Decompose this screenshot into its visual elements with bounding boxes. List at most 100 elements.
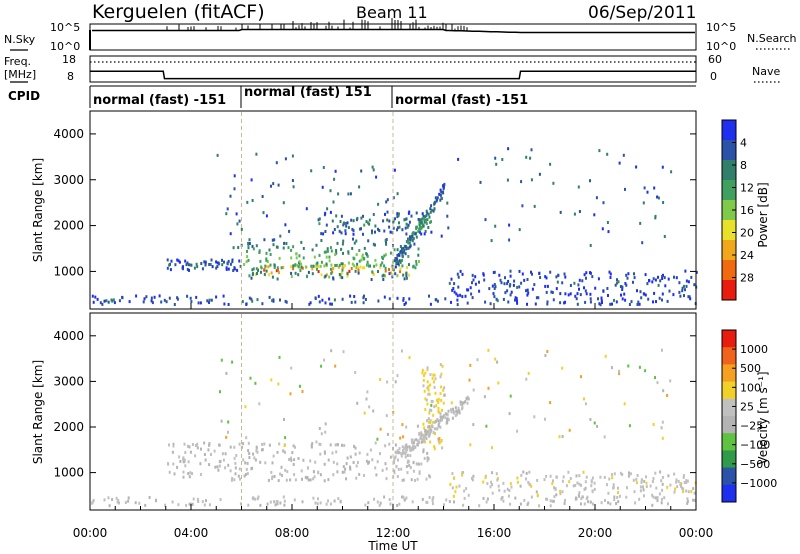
velocity-cell [396, 504, 399, 507]
power-cell [271, 299, 274, 303]
power-cell [510, 290, 513, 294]
velocity-cell [306, 466, 309, 470]
power-cell [354, 269, 357, 273]
velocity-cell [561, 435, 564, 438]
velocity-cell [294, 445, 296, 449]
velocity-cell [651, 493, 654, 497]
power-cell [336, 241, 339, 245]
power-cell [260, 266, 263, 270]
power-cell [331, 267, 334, 271]
velocity-cell [268, 443, 271, 447]
velocity-cell [471, 476, 473, 480]
velocity-cell [267, 478, 270, 482]
power-cell [398, 253, 401, 257]
power-cell [428, 215, 431, 219]
velocity-cell [458, 409, 461, 413]
noise-panel-frame [89, 23, 697, 51]
power-cell [118, 299, 121, 303]
velocity-cell [452, 407, 454, 411]
velocity-cell [376, 500, 379, 504]
velocity-cell [445, 498, 448, 502]
velocity-cell [682, 490, 685, 494]
power-cell [450, 277, 453, 281]
power-cell [443, 182, 446, 186]
velocity-cell [444, 412, 447, 416]
velocity-cell [428, 434, 431, 438]
velocity-cell [424, 440, 427, 444]
velocity-cell [399, 436, 402, 440]
power-cell [606, 152, 609, 156]
velocity-cell [482, 480, 485, 484]
power-cell [516, 285, 519, 289]
power-cell [396, 228, 398, 232]
power-cell [319, 264, 322, 268]
velocity-cell [220, 419, 223, 423]
power-cell [537, 296, 540, 300]
velocity-cell [652, 477, 655, 480]
velocity-cell [312, 477, 315, 481]
colorbar-swatch [722, 200, 736, 221]
power-cell [396, 226, 399, 230]
velocity-cell [239, 502, 242, 506]
power-cell [341, 268, 344, 272]
power-cell [400, 249, 402, 253]
velocity-cell [612, 483, 615, 487]
velocity-cell [327, 499, 329, 503]
velocity-cell [422, 448, 425, 452]
power-cell [606, 221, 609, 224]
range-tick-label: 3000 [53, 374, 84, 388]
power-cell [317, 294, 320, 298]
velocity-cell [628, 424, 631, 428]
velocity-cell [587, 500, 590, 504]
power-cell [233, 267, 236, 271]
power-cell [411, 234, 414, 238]
velocity-cell [435, 427, 438, 431]
velocity-cell [430, 428, 433, 432]
power-cell [578, 210, 581, 213]
velocity-cell [496, 360, 499, 364]
velocity-cell [590, 479, 593, 483]
velocity-cell [618, 494, 621, 498]
velocity-cell [404, 444, 407, 448]
velocity-cell [248, 452, 251, 455]
velocity-cell [611, 476, 614, 480]
velocity-cell [425, 398, 428, 402]
power-cell [265, 257, 268, 261]
velocity-cell [491, 446, 493, 450]
power-cell [204, 263, 207, 267]
power-cell [283, 241, 286, 245]
power-cell [177, 259, 180, 263]
velocity-cell [329, 443, 332, 447]
power-cell [429, 210, 432, 214]
power-cell [373, 264, 376, 268]
power-cell [355, 266, 358, 269]
power-cell [347, 261, 350, 265]
power-cell [297, 265, 300, 269]
velocity-cell [603, 475, 606, 479]
power-cell [664, 284, 667, 288]
velocity-cell [530, 484, 533, 488]
velocity-cell [639, 485, 642, 489]
power-cell [290, 256, 293, 260]
velocity-cell [551, 499, 554, 503]
velocity-cell [685, 489, 688, 493]
power-cell [323, 264, 326, 268]
power-cell [328, 275, 331, 279]
velocity-cell [468, 378, 471, 382]
power-cell [362, 214, 364, 218]
power-cell [401, 264, 404, 268]
power-cell [324, 230, 327, 233]
power-cell [656, 195, 659, 199]
velocity-cell [400, 452, 403, 456]
power-cell [406, 240, 409, 244]
power-cell [250, 276, 253, 280]
velocity-cell [426, 501, 429, 504]
power-cell [403, 218, 406, 222]
velocity-cell [578, 482, 581, 486]
velocity-cell [406, 453, 409, 457]
time-tick-label: 16:00 [477, 526, 512, 540]
velocity-cell [388, 442, 391, 446]
velocity-cell [334, 443, 337, 447]
power-cell [402, 297, 405, 300]
